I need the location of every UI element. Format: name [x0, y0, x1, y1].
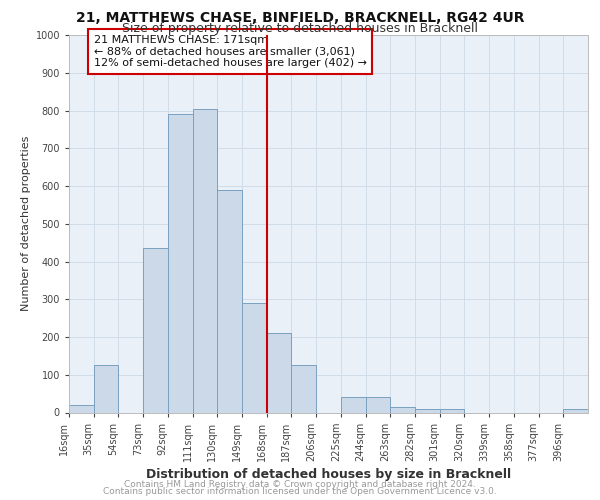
Text: Contains HM Land Registry data © Crown copyright and database right 2024.: Contains HM Land Registry data © Crown c…: [124, 480, 476, 489]
Bar: [193, 108, 217, 412]
X-axis label: Distribution of detached houses by size in Bracknell: Distribution of detached houses by size …: [146, 468, 511, 481]
Text: 21 MATTHEWS CHASE: 171sqm
← 88% of detached houses are smaller (3,061)
12% of se: 21 MATTHEWS CHASE: 171sqm ← 88% of detac…: [94, 35, 367, 68]
Bar: [365, 398, 390, 412]
Text: 21, MATTHEWS CHASE, BINFIELD, BRACKNELL, RG42 4UR: 21, MATTHEWS CHASE, BINFIELD, BRACKNELL,…: [76, 11, 524, 25]
Bar: [217, 190, 242, 412]
Text: Size of property relative to detached houses in Bracknell: Size of property relative to detached ho…: [122, 22, 478, 35]
Y-axis label: Number of detached properties: Number of detached properties: [22, 136, 31, 312]
Bar: [143, 248, 168, 412]
Bar: [390, 407, 415, 412]
Bar: [69, 405, 94, 412]
Bar: [292, 366, 316, 412]
Bar: [168, 114, 193, 412]
Bar: [341, 398, 365, 412]
Bar: [440, 408, 464, 412]
Text: Contains public sector information licensed under the Open Government Licence v3: Contains public sector information licen…: [103, 488, 497, 496]
Bar: [242, 303, 267, 412]
Bar: [94, 366, 118, 412]
Bar: [415, 408, 440, 412]
Bar: [267, 333, 292, 412]
Bar: [563, 408, 588, 412]
